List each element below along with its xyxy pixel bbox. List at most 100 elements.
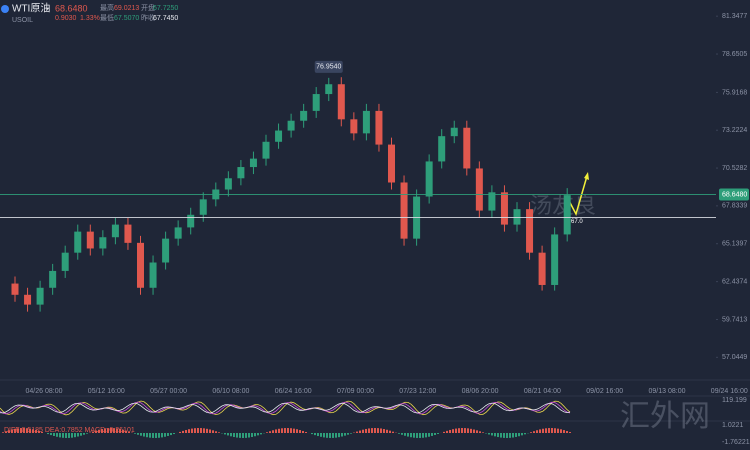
- macd-bar: [212, 430, 214, 433]
- macd-bar: [311, 433, 313, 435]
- macd-bar: [350, 433, 352, 434]
- macd-bar: [14, 428, 16, 433]
- macd-bar: [20, 428, 22, 433]
- macd-label: DIFF:0.5185 DEA:0.7852 MACD:-0.26101: [4, 427, 135, 434]
- macd-bar: [524, 433, 526, 435]
- candle-body: [526, 209, 534, 253]
- macd-bar: [374, 428, 376, 433]
- x-tick-label: 09/13 08:00: [649, 388, 686, 395]
- macd-bar: [551, 428, 553, 433]
- macd-bar: [341, 433, 343, 437]
- macd-bar: [314, 433, 316, 436]
- y-tick-label: 73.2224: [722, 127, 747, 134]
- macd-bar: [284, 428, 286, 433]
- candle-body: [400, 182, 408, 239]
- high: 69.0213: [114, 5, 139, 12]
- low: 67.5070: [114, 15, 139, 22]
- x-tick-label: 05/27 00:00: [150, 388, 187, 395]
- dropdown-arrow[interactable]: [46, 8, 49, 10]
- macd-bar: [305, 431, 307, 433]
- macd-bar: [203, 428, 205, 433]
- macd-bar: [59, 433, 61, 438]
- macd-bar: [365, 428, 367, 433]
- candle-body: [350, 119, 358, 134]
- macd-bar: [296, 429, 298, 433]
- macd-bar: [398, 433, 400, 434]
- macd-bar: [68, 433, 70, 438]
- price: 68.6480: [55, 3, 88, 13]
- candle-body: [24, 294, 32, 305]
- macd-bar: [230, 433, 232, 437]
- candle-body: [86, 231, 94, 249]
- macd-bar: [155, 433, 157, 438]
- x-tick-label: 09/24 16:00: [711, 388, 748, 395]
- macd-bar: [491, 433, 493, 436]
- candle-body: [551, 234, 559, 285]
- macd-bar: [23, 428, 25, 433]
- macd-bar: [170, 433, 172, 436]
- candle-body: [275, 130, 283, 142]
- macd-bar: [182, 430, 184, 433]
- macd-bar: [173, 433, 175, 435]
- macd-bar: [344, 433, 346, 436]
- candle-body: [61, 252, 69, 271]
- y-tick-label: 59.7413: [722, 316, 747, 323]
- macd-bar: [191, 428, 193, 433]
- macd-bar: [71, 433, 73, 438]
- candle-body: [375, 110, 383, 145]
- x-tick-label: 09/02 16:00: [586, 388, 623, 395]
- annotation-arrowhead: [584, 172, 589, 180]
- macd-bar: [317, 433, 319, 437]
- macd-bar: [548, 428, 550, 433]
- macd-bar: [533, 431, 535, 433]
- candle-body: [438, 136, 446, 162]
- macd-bar: [152, 433, 154, 438]
- macd-bar: [80, 433, 82, 436]
- macd-bar: [95, 430, 97, 433]
- macd-bar: [542, 428, 544, 433]
- watermark: 汇外网: [620, 400, 710, 433]
- macd-bar: [425, 433, 427, 438]
- macd-bar: [494, 433, 496, 437]
- macd-bar: [500, 433, 502, 438]
- macd-bar: [17, 428, 19, 433]
- macd-bar: [227, 433, 229, 436]
- macd-bar: [194, 428, 196, 433]
- macd-bar: [449, 429, 451, 433]
- macd-bar: [47, 433, 49, 435]
- macd-bar: [5, 431, 7, 433]
- macd-bar: [413, 433, 415, 438]
- macd-bar: [143, 433, 145, 437]
- macd-bar: [188, 429, 190, 433]
- y-tick-label: 65.1397: [722, 241, 747, 248]
- macd-bar: [359, 430, 361, 433]
- candle-body: [174, 227, 182, 239]
- macd-bar: [8, 430, 10, 433]
- macd-bar: [476, 430, 478, 433]
- symbol[interactable]: WTI原油: [12, 2, 50, 15]
- macd-bar: [92, 431, 94, 433]
- macd-bar: [110, 428, 112, 433]
- macd-bar: [482, 432, 484, 433]
- macd-bar: [539, 429, 541, 433]
- macd-bar: [167, 433, 169, 436]
- macd-bar: [455, 428, 457, 433]
- macd-bar: [113, 428, 115, 433]
- candle-body: [149, 262, 157, 288]
- open-label: 开盘: [141, 3, 155, 12]
- change-pct: 1.33%: [80, 15, 100, 22]
- macd-bar: [326, 433, 328, 438]
- candle-body: [249, 158, 257, 168]
- macd-bar: [50, 433, 52, 436]
- macd-bar: [239, 433, 241, 438]
- macd-bar: [65, 433, 67, 438]
- macd-bar: [536, 430, 538, 433]
- y-tick-label: 75.9168: [722, 89, 747, 96]
- candle-body: [388, 144, 395, 183]
- candle-body: [224, 178, 232, 190]
- macd-bar: [302, 430, 304, 433]
- macd-bar: [254, 433, 256, 437]
- candle-body: [111, 224, 119, 238]
- macd-bar: [140, 433, 142, 436]
